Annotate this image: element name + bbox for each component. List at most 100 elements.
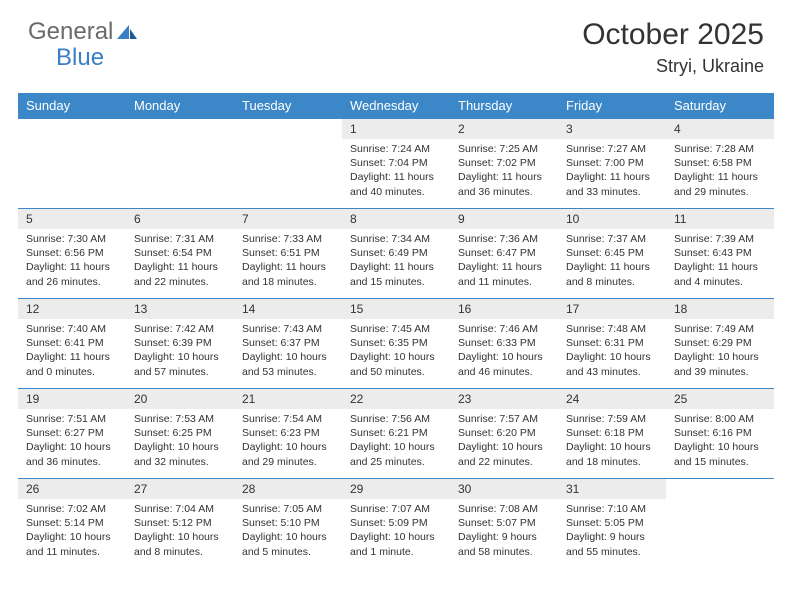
weekday-header: Thursday <box>450 93 558 119</box>
calendar-cell: 10Sunrise: 7:37 AMSunset: 6:45 PMDayligh… <box>558 209 666 299</box>
day-detail: Sunrise: 7:54 AMSunset: 6:23 PMDaylight:… <box>234 409 342 473</box>
day-detail: Sunrise: 7:49 AMSunset: 6:29 PMDaylight:… <box>666 319 774 383</box>
calendar-row: 5Sunrise: 7:30 AMSunset: 6:56 PMDaylight… <box>18 209 774 299</box>
calendar-row: 12Sunrise: 7:40 AMSunset: 6:41 PMDayligh… <box>18 299 774 389</box>
weekday-header: Saturday <box>666 93 774 119</box>
calendar-cell: 6Sunrise: 7:31 AMSunset: 6:54 PMDaylight… <box>126 209 234 299</box>
day-number: 3 <box>558 119 666 139</box>
calendar-cell: 14Sunrise: 7:43 AMSunset: 6:37 PMDayligh… <box>234 299 342 389</box>
calendar-cell: 30Sunrise: 7:08 AMSunset: 5:07 PMDayligh… <box>450 479 558 569</box>
day-number: 12 <box>18 299 126 319</box>
calendar-table: SundayMondayTuesdayWednesdayThursdayFrid… <box>18 93 774 569</box>
calendar-cell: 15Sunrise: 7:45 AMSunset: 6:35 PMDayligh… <box>342 299 450 389</box>
calendar-body: 1Sunrise: 7:24 AMSunset: 7:04 PMDaylight… <box>18 119 774 569</box>
logo-text-general: General <box>28 18 113 46</box>
calendar-cell: 17Sunrise: 7:48 AMSunset: 6:31 PMDayligh… <box>558 299 666 389</box>
day-number: 30 <box>450 479 558 499</box>
calendar-cell: 2Sunrise: 7:25 AMSunset: 7:02 PMDaylight… <box>450 119 558 209</box>
calendar-cell: 5Sunrise: 7:30 AMSunset: 6:56 PMDaylight… <box>18 209 126 299</box>
calendar-row: 26Sunrise: 7:02 AMSunset: 5:14 PMDayligh… <box>18 479 774 569</box>
day-detail: Sunrise: 7:33 AMSunset: 6:51 PMDaylight:… <box>234 229 342 293</box>
day-number: 15 <box>342 299 450 319</box>
day-number: 9 <box>450 209 558 229</box>
day-detail: Sunrise: 7:59 AMSunset: 6:18 PMDaylight:… <box>558 409 666 473</box>
logo: General Blue <box>28 18 141 46</box>
day-number: 25 <box>666 389 774 409</box>
day-number <box>18 119 126 125</box>
weekday-header: Wednesday <box>342 93 450 119</box>
day-detail: Sunrise: 7:31 AMSunset: 6:54 PMDaylight:… <box>126 229 234 293</box>
calendar-cell: 16Sunrise: 7:46 AMSunset: 6:33 PMDayligh… <box>450 299 558 389</box>
calendar-head: SundayMondayTuesdayWednesdayThursdayFrid… <box>18 93 774 119</box>
day-number: 5 <box>18 209 126 229</box>
day-detail: Sunrise: 7:34 AMSunset: 6:49 PMDaylight:… <box>342 229 450 293</box>
day-number: 11 <box>666 209 774 229</box>
day-detail: Sunrise: 7:53 AMSunset: 6:25 PMDaylight:… <box>126 409 234 473</box>
calendar-row: 1Sunrise: 7:24 AMSunset: 7:04 PMDaylight… <box>18 119 774 209</box>
header: General Blue October 2025 Stryi, Ukraine <box>0 0 792 83</box>
day-number: 7 <box>234 209 342 229</box>
day-number: 21 <box>234 389 342 409</box>
sail-icon <box>115 23 139 41</box>
title-block: October 2025 Stryi, Ukraine <box>582 18 764 77</box>
day-number: 8 <box>342 209 450 229</box>
day-number: 22 <box>342 389 450 409</box>
day-detail: Sunrise: 7:37 AMSunset: 6:45 PMDaylight:… <box>558 229 666 293</box>
calendar-cell: 20Sunrise: 7:53 AMSunset: 6:25 PMDayligh… <box>126 389 234 479</box>
day-detail: Sunrise: 7:43 AMSunset: 6:37 PMDaylight:… <box>234 319 342 383</box>
day-detail: Sunrise: 7:46 AMSunset: 6:33 PMDaylight:… <box>450 319 558 383</box>
day-detail: Sunrise: 7:51 AMSunset: 6:27 PMDaylight:… <box>18 409 126 473</box>
weekday-header: Tuesday <box>234 93 342 119</box>
day-number <box>666 479 774 485</box>
day-number: 24 <box>558 389 666 409</box>
day-number: 6 <box>126 209 234 229</box>
day-number: 4 <box>666 119 774 139</box>
calendar-cell: 23Sunrise: 7:57 AMSunset: 6:20 PMDayligh… <box>450 389 558 479</box>
day-number: 16 <box>450 299 558 319</box>
day-number: 2 <box>450 119 558 139</box>
calendar-cell: 8Sunrise: 7:34 AMSunset: 6:49 PMDaylight… <box>342 209 450 299</box>
day-number: 23 <box>450 389 558 409</box>
calendar-cell: 7Sunrise: 7:33 AMSunset: 6:51 PMDaylight… <box>234 209 342 299</box>
calendar-cell: 18Sunrise: 7:49 AMSunset: 6:29 PMDayligh… <box>666 299 774 389</box>
day-detail: Sunrise: 7:02 AMSunset: 5:14 PMDaylight:… <box>18 499 126 563</box>
day-detail: Sunrise: 7:56 AMSunset: 6:21 PMDaylight:… <box>342 409 450 473</box>
calendar-cell: 22Sunrise: 7:56 AMSunset: 6:21 PMDayligh… <box>342 389 450 479</box>
weekday-header: Sunday <box>18 93 126 119</box>
location-label: Stryi, Ukraine <box>582 56 764 77</box>
calendar-cell: 31Sunrise: 7:10 AMSunset: 5:05 PMDayligh… <box>558 479 666 569</box>
day-number: 14 <box>234 299 342 319</box>
page-title: October 2025 <box>582 18 764 52</box>
day-detail: Sunrise: 7:10 AMSunset: 5:05 PMDaylight:… <box>558 499 666 563</box>
day-detail: Sunrise: 7:08 AMSunset: 5:07 PMDaylight:… <box>450 499 558 563</box>
day-detail: Sunrise: 7:40 AMSunset: 6:41 PMDaylight:… <box>18 319 126 383</box>
day-detail: Sunrise: 7:07 AMSunset: 5:09 PMDaylight:… <box>342 499 450 563</box>
day-detail: Sunrise: 7:42 AMSunset: 6:39 PMDaylight:… <box>126 319 234 383</box>
calendar-cell: 11Sunrise: 7:39 AMSunset: 6:43 PMDayligh… <box>666 209 774 299</box>
calendar-row: 19Sunrise: 7:51 AMSunset: 6:27 PMDayligh… <box>18 389 774 479</box>
day-detail: Sunrise: 7:39 AMSunset: 6:43 PMDaylight:… <box>666 229 774 293</box>
day-number <box>234 119 342 125</box>
calendar-cell: 3Sunrise: 7:27 AMSunset: 7:00 PMDaylight… <box>558 119 666 209</box>
calendar-cell <box>18 119 126 209</box>
calendar-cell: 27Sunrise: 7:04 AMSunset: 5:12 PMDayligh… <box>126 479 234 569</box>
weekday-header: Friday <box>558 93 666 119</box>
day-number <box>126 119 234 125</box>
day-number: 13 <box>126 299 234 319</box>
calendar-cell: 4Sunrise: 7:28 AMSunset: 6:58 PMDaylight… <box>666 119 774 209</box>
day-number: 18 <box>666 299 774 319</box>
logo-text-blue: Blue <box>56 44 104 72</box>
day-number: 19 <box>18 389 126 409</box>
day-number: 28 <box>234 479 342 499</box>
day-detail: Sunrise: 7:36 AMSunset: 6:47 PMDaylight:… <box>450 229 558 293</box>
calendar-cell: 19Sunrise: 7:51 AMSunset: 6:27 PMDayligh… <box>18 389 126 479</box>
day-number: 17 <box>558 299 666 319</box>
day-detail: Sunrise: 7:48 AMSunset: 6:31 PMDaylight:… <box>558 319 666 383</box>
calendar-cell: 1Sunrise: 7:24 AMSunset: 7:04 PMDaylight… <box>342 119 450 209</box>
calendar-cell <box>234 119 342 209</box>
day-detail: Sunrise: 7:30 AMSunset: 6:56 PMDaylight:… <box>18 229 126 293</box>
day-detail: Sunrise: 7:45 AMSunset: 6:35 PMDaylight:… <box>342 319 450 383</box>
day-detail: Sunrise: 7:25 AMSunset: 7:02 PMDaylight:… <box>450 139 558 203</box>
day-number: 1 <box>342 119 450 139</box>
weekday-header: Monday <box>126 93 234 119</box>
